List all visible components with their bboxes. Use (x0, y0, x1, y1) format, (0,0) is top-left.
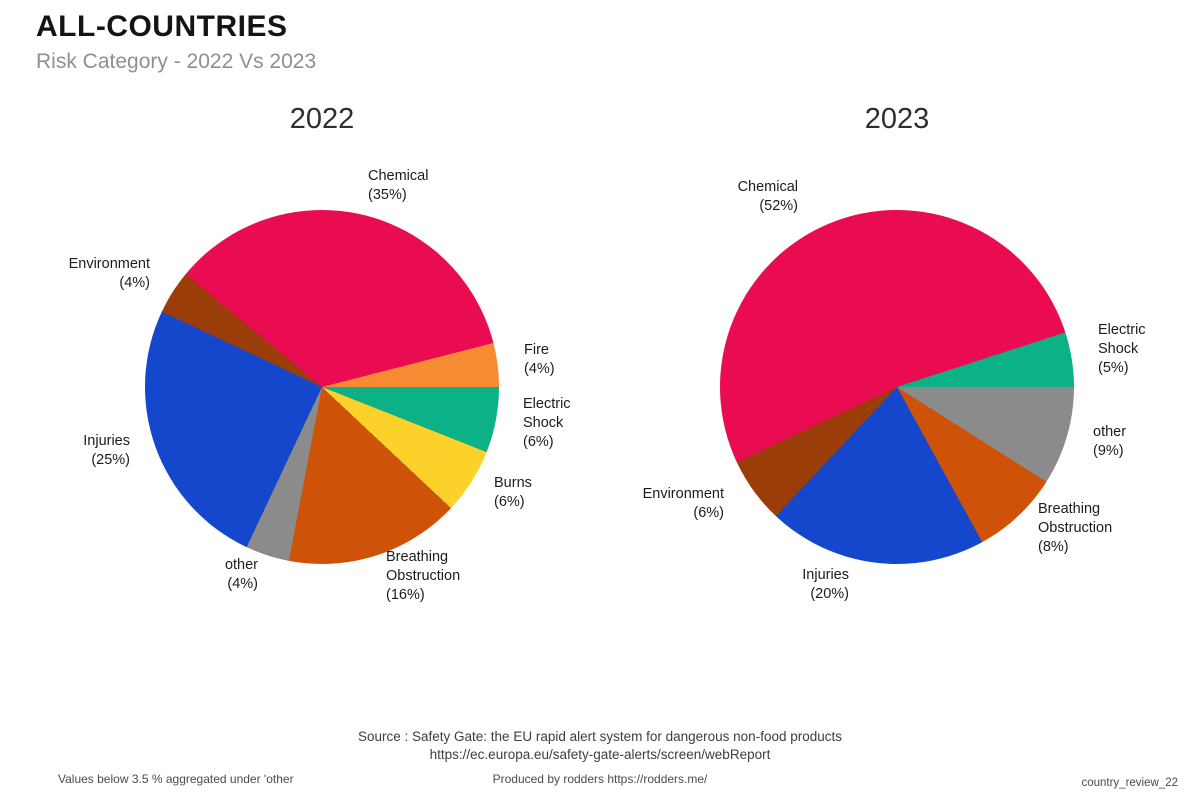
chart-title-2022: 2022 (289, 103, 355, 135)
slice-label-pct: (5%) (1098, 360, 1129, 376)
slice-label-pct: (8%) (1038, 539, 1069, 555)
slice-label-chemical-2023: Chemical (52%) (738, 178, 798, 216)
slice-label-pct: (52%) (759, 198, 798, 214)
page-subtitle: Risk Category - 2022 Vs 2023 (36, 50, 317, 73)
slice-label-pct: (35%) (368, 187, 407, 203)
slice-label-pct: (4%) (524, 361, 555, 377)
slice-label-other-2023: other (9%) (1093, 423, 1126, 461)
produced-by-note: Produced by rodders https://rodders.me/ (492, 772, 708, 786)
slice-label-environment-2023: Environment (6%) (643, 485, 724, 523)
slice-label-pct: (20%) (810, 586, 849, 602)
slice-label-text: other (1093, 424, 1127, 440)
slice-label-electric-shock-2023: Electric Shock (5%) (1098, 321, 1168, 378)
aggregation-note: Values below 3.5 % aggregated under 'oth… (58, 772, 294, 786)
slice-label-pct: (16%) (386, 587, 425, 603)
slice-label-text: Chemical (368, 168, 429, 184)
pie-chart-2022 (145, 210, 499, 564)
slice-label-text: Injuries (83, 433, 130, 449)
slice-label-text: Injuries (802, 567, 849, 583)
slice-label-pct: (6%) (494, 494, 525, 510)
slice-label-other-2022: other (4%) (225, 556, 258, 594)
slice-label-injuries-2023: Injuries (20%) (802, 566, 849, 604)
slice-label-chemical-2022: Chemical (35%) (368, 167, 428, 205)
slice-label-text: Electric Shock (1098, 322, 1146, 357)
slice-label-breathing-obstruction-2022: Breathing Obstruction (16%) (386, 548, 491, 605)
slice-label-breathing-obstruction-2023: Breathing Obstruction (8%) (1038, 500, 1153, 557)
slice-label-text: Breathing Obstruction (386, 549, 461, 584)
page-title: ALL-COUNTRIES (36, 10, 288, 43)
slice-label-injuries-2022: Injuries (25%) (83, 432, 130, 470)
slice-label-text: Electric Shock (523, 396, 571, 431)
slice-label-pct: (25%) (91, 452, 130, 468)
slice-label-burns-2022: Burns (6%) (494, 474, 532, 512)
slice-label-pct: (6%) (693, 505, 724, 521)
slice-label-text: Environment (68, 256, 150, 272)
slice-label-pct: (4%) (227, 576, 258, 592)
source-line-2: https://ec.europa.eu/safety-gate-alerts/… (429, 747, 771, 762)
slice-label-environment-2022: Environment (4%) (69, 255, 150, 293)
slice-label-text: Chemical (737, 179, 798, 195)
document-reference: country_review_22 (1081, 777, 1178, 789)
slice-label-pct: (6%) (523, 434, 554, 450)
slice-label-text: other (224, 557, 258, 573)
slice-label-text: Fire (524, 342, 549, 358)
slice-label-fire-2022: Fire (4%) (524, 341, 555, 379)
pie-chart-2023 (720, 210, 1074, 564)
slice-label-text: Breathing Obstruction (1038, 501, 1113, 536)
slice-label-electric-shock-2022: Electric Shock (6%) (523, 395, 593, 452)
slice-label-text: Burns (494, 475, 532, 491)
chart-title-2023: 2023 (864, 103, 930, 135)
source-line-1: Source : Safety Gate: the EU rapid alert… (357, 729, 842, 744)
slice-label-text: Environment (642, 486, 724, 502)
slice-label-pct: (9%) (1093, 443, 1124, 459)
slice-label-pct: (4%) (119, 275, 150, 291)
